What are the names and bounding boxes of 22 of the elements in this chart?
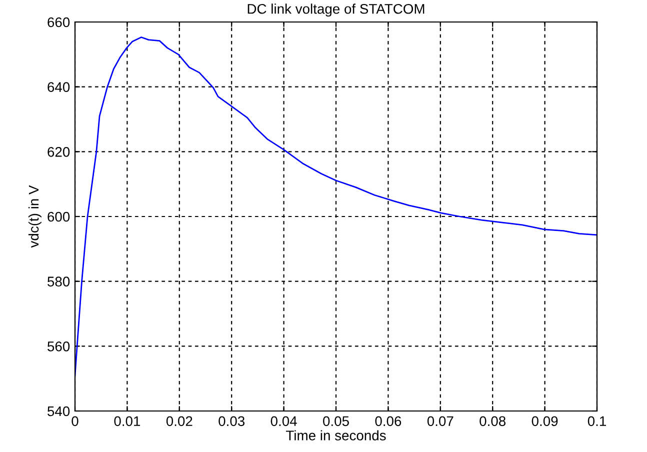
y-tick-label: 560 [48, 342, 70, 352]
y-tick-label: 540 [48, 406, 70, 416]
x-tick-label: 0.05 [323, 416, 349, 426]
x-tick-label: 0.06 [375, 416, 402, 426]
line-series [75, 36, 597, 376]
y-tick-label: 600 [48, 212, 70, 222]
x-tick-label: 0 [72, 416, 78, 426]
x-axis-title: Time in seconds [286, 430, 386, 440]
y-axis-title: vdc(t) in V [28, 185, 42, 248]
x-tick-label: 0.08 [480, 416, 506, 426]
y-tick-label: 580 [48, 276, 70, 287]
x-tick-label: 0.02 [166, 416, 192, 426]
x-tick-label: 0.03 [218, 416, 245, 426]
x-tick-label: 0.1 [588, 416, 606, 426]
y-tick-label: 620 [48, 147, 70, 157]
x-tick-label: 0.04 [270, 416, 297, 426]
x-tick-label: 0.01 [114, 416, 140, 426]
x-tick-label: 0.09 [532, 416, 558, 426]
chart-title: DC link voltage of STATCOM [248, 4, 424, 17]
y-tick-label: 660 [48, 17, 70, 28]
y-tick-label: 640 [48, 82, 70, 92]
x-tick-label: 0.07 [427, 416, 454, 426]
